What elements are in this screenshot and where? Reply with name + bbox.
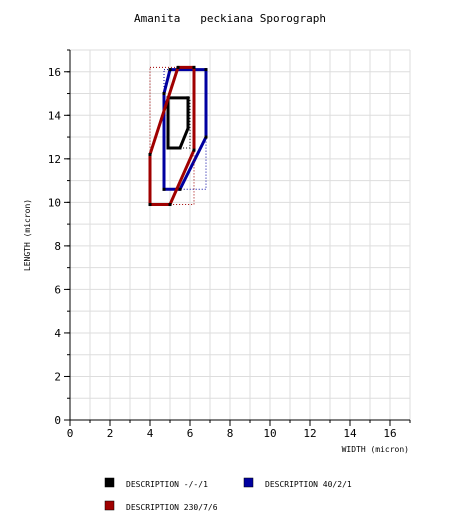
series-point: [178, 187, 182, 191]
y-tick-label: 14: [48, 109, 62, 122]
x-tick-label: 2: [107, 427, 114, 440]
y-tick-label: 0: [54, 414, 61, 427]
x-tick-label: 6: [187, 427, 194, 440]
series-point: [168, 203, 172, 207]
y-tick-label: 10: [48, 196, 61, 209]
x-tick-label: 16: [383, 427, 396, 440]
legend-label: DESCRIPTION -/-/1: [126, 480, 208, 489]
legend-item: DESCRIPTION 40/2/1: [243, 477, 352, 489]
series-point: [186, 96, 190, 100]
x-tick-label: 4: [147, 427, 154, 440]
legend-item: DESCRIPTION 230/7/6: [104, 500, 218, 512]
x-tick-label: 12: [303, 427, 316, 440]
series-point: [168, 68, 172, 72]
series-point: [204, 68, 208, 72]
series-outline: [148, 65, 196, 207]
chart-axes: 0 2 4 6 8 10 12 14 16 0 2 4 6 8 10 12 14 16: [48, 49, 411, 440]
series-point: [148, 152, 152, 156]
x-tick-label: 0: [67, 427, 74, 440]
y-tick-label: 6: [54, 283, 61, 296]
x-tick-label: 10: [263, 427, 276, 440]
x-axis-label: WIDTH (micron): [342, 445, 409, 454]
x-tick-label: 14: [343, 427, 357, 440]
series-point: [178, 146, 182, 150]
y-tick-label: 4: [54, 327, 61, 340]
legend-swatch: [104, 500, 115, 511]
chart-series: [148, 65, 208, 207]
y-tick-label: 8: [54, 240, 61, 253]
series-point: [192, 65, 196, 69]
series-point: [176, 65, 180, 69]
series-point: [186, 126, 190, 130]
series-point: [162, 92, 166, 96]
legend-swatch: [104, 477, 115, 488]
series-point: [162, 187, 166, 191]
x-tick-label: 8: [227, 427, 234, 440]
legend-item: DESCRIPTION -/-/1: [104, 477, 208, 489]
legend-label: DESCRIPTION 40/2/1: [265, 480, 352, 489]
series-1: [162, 68, 208, 191]
series-outline: [166, 96, 190, 150]
chart-title: Amanita peckiana Sporograph: [134, 12, 326, 25]
y-axis-label: LENGTH (micron): [23, 199, 32, 271]
series-point: [166, 146, 170, 150]
y-tick-label: 2: [54, 370, 61, 383]
series-point: [192, 148, 196, 152]
series-range-box: [149, 66, 195, 206]
chart-grid: [70, 49, 411, 420]
series-point: [204, 135, 208, 139]
y-tick-label: 12: [48, 153, 61, 166]
series-point: [148, 203, 152, 207]
legend-label: DESCRIPTION 230/7/6: [126, 503, 218, 512]
y-tick-label: 16: [48, 66, 61, 79]
chart-legend: DESCRIPTION -/-/1 DESCRIPTION 40/2/1 DESCR…: [104, 477, 352, 512]
legend-swatch: [243, 477, 254, 488]
series-2: [148, 65, 196, 207]
